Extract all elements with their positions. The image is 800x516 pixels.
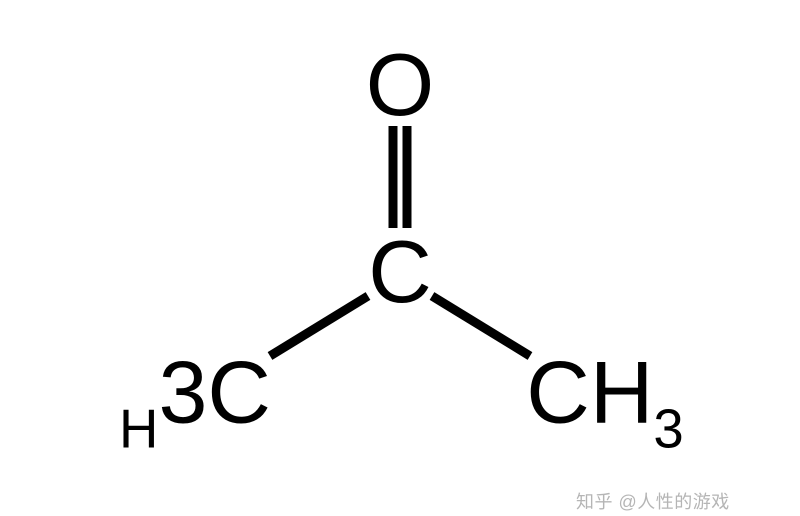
atom-CH3L: H3C xyxy=(119,342,271,455)
atom-O: O xyxy=(366,34,434,136)
bond-single xyxy=(270,296,368,356)
atom-CH3R: CH3 xyxy=(526,342,683,455)
atom-C: C xyxy=(368,221,432,323)
watermark-text: 知乎 @人性的游戏 xyxy=(576,488,730,514)
bond-single xyxy=(432,296,530,356)
